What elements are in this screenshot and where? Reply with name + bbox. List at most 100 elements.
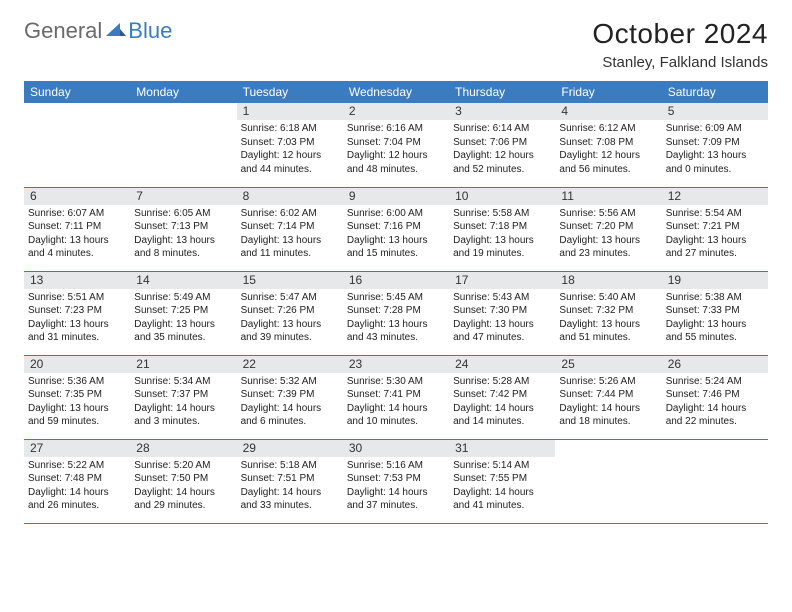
day-number: 25 (555, 356, 661, 373)
calendar-column-header: Monday (130, 81, 236, 103)
sunrise-text: Sunrise: 5:32 AM (241, 375, 339, 389)
day-details: Sunrise: 5:43 AMSunset: 7:30 PMDaylight:… (449, 289, 555, 347)
sunrise-text: Sunrise: 6:12 AM (559, 122, 657, 136)
sunset-text: Sunset: 7:51 PM (241, 472, 339, 486)
sunrise-text: Sunrise: 6:09 AM (666, 122, 764, 136)
day-number: 15 (237, 272, 343, 289)
sunrise-text: Sunrise: 5:24 AM (666, 375, 764, 389)
calendar-empty-cell (24, 103, 130, 187)
day-number: 11 (555, 188, 661, 205)
sunrise-text: Sunrise: 6:02 AM (241, 207, 339, 221)
day-number: 23 (343, 356, 449, 373)
sunrise-text: Sunrise: 5:40 AM (559, 291, 657, 305)
daylight-text: Daylight: 13 hours and 55 minutes. (666, 318, 764, 345)
day-details: Sunrise: 5:49 AMSunset: 7:25 PMDaylight:… (130, 289, 236, 347)
day-details: Sunrise: 5:51 AMSunset: 7:23 PMDaylight:… (24, 289, 130, 347)
day-number: 9 (343, 188, 449, 205)
sunrise-text: Sunrise: 5:26 AM (559, 375, 657, 389)
day-details: Sunrise: 6:00 AMSunset: 7:16 PMDaylight:… (343, 205, 449, 263)
day-number: 13 (24, 272, 130, 289)
sunset-text: Sunset: 7:13 PM (134, 220, 232, 234)
day-details: Sunrise: 5:36 AMSunset: 7:35 PMDaylight:… (24, 373, 130, 431)
sunset-text: Sunset: 7:26 PM (241, 304, 339, 318)
calendar-day-cell: 8Sunrise: 6:02 AMSunset: 7:14 PMDaylight… (237, 187, 343, 271)
daylight-text: Daylight: 13 hours and 59 minutes. (28, 402, 126, 429)
day-number: 31 (449, 440, 555, 457)
calendar-day-cell: 28Sunrise: 5:20 AMSunset: 7:50 PMDayligh… (130, 439, 236, 523)
title-block: October 2024 Stanley, Falkland Islands (592, 18, 768, 71)
sunrise-text: Sunrise: 5:51 AM (28, 291, 126, 305)
page-subtitle: Stanley, Falkland Islands (592, 54, 768, 71)
daylight-text: Daylight: 14 hours and 18 minutes. (559, 402, 657, 429)
day-details: Sunrise: 5:56 AMSunset: 7:20 PMDaylight:… (555, 205, 661, 263)
calendar-day-cell: 3Sunrise: 6:14 AMSunset: 7:06 PMDaylight… (449, 103, 555, 187)
calendar-column-header: Thursday (449, 81, 555, 103)
calendar-column-header: Sunday (24, 81, 130, 103)
daylight-text: Daylight: 14 hours and 29 minutes. (134, 486, 232, 513)
sunset-text: Sunset: 7:28 PM (347, 304, 445, 318)
calendar-day-cell: 25 Sunrise: 5:26 AMSunset: 7:44 PMDayligh… (555, 355, 661, 439)
daylight-text: Daylight: 13 hours and 23 minutes. (559, 234, 657, 261)
sunrise-text: Sunrise: 5:45 AM (347, 291, 445, 305)
logo-mark-icon (106, 20, 126, 43)
day-number: 7 (130, 188, 236, 205)
calendar-empty-cell (662, 439, 768, 523)
daylight-text: Daylight: 13 hours and 4 minutes. (28, 234, 126, 261)
sunset-text: Sunset: 7:06 PM (453, 136, 551, 150)
calendar-day-cell: 13Sunrise: 5:51 AMSunset: 7:23 PMDayligh… (24, 271, 130, 355)
sunrise-text: Sunrise: 6:16 AM (347, 122, 445, 136)
day-details: Sunrise: 5:20 AMSunset: 7:50 PMDaylight:… (130, 457, 236, 515)
logo-text-general: General (24, 18, 102, 44)
calendar-day-cell: 26Sunrise: 5:24 AMSunset: 7:46 PMDayligh… (662, 355, 768, 439)
sunset-text: Sunset: 7:35 PM (28, 388, 126, 402)
calendar-day-cell: 24Sunrise: 5:28 AMSunset: 7:42 PMDayligh… (449, 355, 555, 439)
daylight-text: Daylight: 14 hours and 33 minutes. (241, 486, 339, 513)
calendar-day-cell: 17Sunrise: 5:43 AMSunset: 7:30 PMDayligh… (449, 271, 555, 355)
sunrise-text: Sunrise: 5:34 AM (134, 375, 232, 389)
sunset-text: Sunset: 7:37 PM (134, 388, 232, 402)
day-number: 10 (449, 188, 555, 205)
daylight-text: Daylight: 13 hours and 35 minutes. (134, 318, 232, 345)
daylight-text: Daylight: 13 hours and 27 minutes. (666, 234, 764, 261)
sunset-text: Sunset: 7:21 PM (666, 220, 764, 234)
calendar-empty-cell (130, 103, 236, 187)
daylight-text: Daylight: 14 hours and 6 minutes. (241, 402, 339, 429)
day-number: 30 (343, 440, 449, 457)
sunset-text: Sunset: 7:55 PM (453, 472, 551, 486)
daylight-text: Daylight: 13 hours and 31 minutes. (28, 318, 126, 345)
sunset-text: Sunset: 7:50 PM (134, 472, 232, 486)
calendar-day-cell: 30Sunrise: 5:16 AMSunset: 7:53 PMDayligh… (343, 439, 449, 523)
day-details: Sunrise: 6:02 AMSunset: 7:14 PMDaylight:… (237, 205, 343, 263)
day-details: Sunrise: 5:16 AMSunset: 7:53 PMDaylight:… (343, 457, 449, 515)
sunset-text: Sunset: 7:18 PM (453, 220, 551, 234)
calendar-day-cell: 22Sunrise: 5:32 AMSunset: 7:39 PMDayligh… (237, 355, 343, 439)
sunset-text: Sunset: 7:11 PM (28, 220, 126, 234)
day-number: 17 (449, 272, 555, 289)
calendar-day-cell: 15Sunrise: 5:47 AMSunset: 7:26 PMDayligh… (237, 271, 343, 355)
logo-text-blue: Blue (128, 18, 172, 44)
daylight-text: Daylight: 13 hours and 11 minutes. (241, 234, 339, 261)
logo: General Blue (24, 18, 172, 44)
daylight-text: Daylight: 12 hours and 48 minutes. (347, 149, 445, 176)
sunset-text: Sunset: 7:09 PM (666, 136, 764, 150)
page-header: General Blue October 2024 Stanley, Falkl… (24, 18, 768, 71)
daylight-text: Daylight: 13 hours and 19 minutes. (453, 234, 551, 261)
calendar-day-cell: 31Sunrise: 5:14 AMSunset: 7:55 PMDayligh… (449, 439, 555, 523)
calendar-day-cell: 23Sunrise: 5:30 AMSunset: 7:41 PMDayligh… (343, 355, 449, 439)
sunrise-text: Sunrise: 6:18 AM (241, 122, 339, 136)
day-number: 24 (449, 356, 555, 373)
sunset-text: Sunset: 7:42 PM (453, 388, 551, 402)
daylight-text: Daylight: 13 hours and 8 minutes. (134, 234, 232, 261)
sunset-text: Sunset: 7:32 PM (559, 304, 657, 318)
daylight-text: Daylight: 14 hours and 41 minutes. (453, 486, 551, 513)
sunset-text: Sunset: 7:16 PM (347, 220, 445, 234)
daylight-text: Daylight: 14 hours and 26 minutes. (28, 486, 126, 513)
daylight-text: Daylight: 12 hours and 56 minutes. (559, 149, 657, 176)
sunrise-text: Sunrise: 5:18 AM (241, 459, 339, 473)
daylight-text: Daylight: 13 hours and 15 minutes. (347, 234, 445, 261)
day-details: Sunrise: 5:28 AMSunset: 7:42 PMDaylight:… (449, 373, 555, 431)
calendar-column-header: Wednesday (343, 81, 449, 103)
sunset-text: Sunset: 7:44 PM (559, 388, 657, 402)
calendar-day-cell: 19Sunrise: 5:38 AMSunset: 7:33 PMDayligh… (662, 271, 768, 355)
daylight-text: Daylight: 14 hours and 14 minutes. (453, 402, 551, 429)
